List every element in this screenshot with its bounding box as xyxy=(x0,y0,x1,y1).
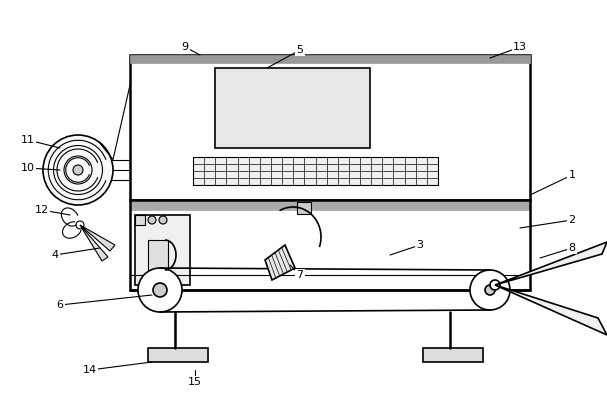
Circle shape xyxy=(73,165,83,175)
Bar xyxy=(423,348,483,362)
Bar xyxy=(130,55,530,63)
Text: 6: 6 xyxy=(56,300,64,310)
Circle shape xyxy=(485,285,495,295)
Text: 10: 10 xyxy=(21,163,35,173)
Circle shape xyxy=(159,216,167,224)
Text: 13: 13 xyxy=(513,42,527,52)
Bar xyxy=(193,157,438,185)
Bar xyxy=(148,348,208,362)
Circle shape xyxy=(43,135,113,205)
Circle shape xyxy=(76,221,84,229)
Polygon shape xyxy=(80,225,108,261)
Text: 11: 11 xyxy=(21,135,35,145)
Bar xyxy=(130,55,530,200)
Bar xyxy=(135,215,190,285)
Bar xyxy=(215,68,370,148)
Bar xyxy=(130,200,530,210)
Text: 4: 4 xyxy=(52,250,58,260)
Polygon shape xyxy=(495,242,607,285)
Bar xyxy=(148,240,168,275)
Circle shape xyxy=(490,280,500,290)
Circle shape xyxy=(148,216,156,224)
Text: 14: 14 xyxy=(83,365,97,375)
Text: 12: 12 xyxy=(35,205,49,215)
Text: 7: 7 xyxy=(296,270,304,280)
Bar xyxy=(130,200,530,290)
Circle shape xyxy=(470,270,510,310)
Polygon shape xyxy=(80,225,115,251)
Circle shape xyxy=(138,268,182,312)
Text: 5: 5 xyxy=(296,45,304,55)
Text: 2: 2 xyxy=(568,215,575,225)
Circle shape xyxy=(153,283,167,297)
Polygon shape xyxy=(495,285,607,335)
Text: 9: 9 xyxy=(181,42,189,52)
Text: 1: 1 xyxy=(569,170,575,180)
Text: 8: 8 xyxy=(568,243,575,253)
Bar xyxy=(297,202,311,214)
Text: 15: 15 xyxy=(188,377,202,387)
Text: 3: 3 xyxy=(416,240,424,250)
Bar xyxy=(135,215,145,225)
Polygon shape xyxy=(265,245,295,280)
